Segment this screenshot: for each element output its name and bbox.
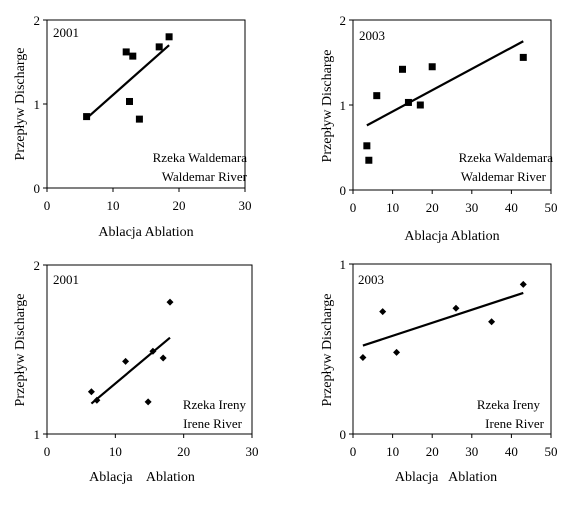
data-point [379,308,387,316]
y-tick-label: 1 [340,257,347,272]
y-tick-label: 0 [340,427,347,442]
x-tick-label: 0 [44,198,51,213]
y-axis-label: Przepływ Discharge [13,294,28,407]
data-point [122,357,130,365]
plot-area-frame [352,19,552,191]
data-point [135,115,143,123]
data-point [452,304,460,312]
y-tick-label: 1 [34,97,41,112]
legend-line-2: Waldemar River [461,169,547,184]
x-tick-label: 0 [350,200,357,215]
data-point [129,52,137,60]
y-tick-label: 0 [34,181,41,196]
data-point [404,98,412,106]
trendline [362,291,524,347]
chart-2: 2003 Rzeka Waldemara Waldemar River Abla… [320,13,558,244]
x-tick-label: 10 [386,200,399,215]
y-axis-label: Przepływ Discharge [13,48,28,161]
data-point [159,354,167,362]
legend-line-2: Irene River [485,416,545,431]
x-axis-label: Ablacja Ablation [89,470,195,485]
year-label: 2001 [53,25,79,40]
x-tick-label: 20 [177,444,190,459]
legend-line-2: Waldemar River [162,169,248,184]
x-tick-label: 30 [246,444,259,459]
trendline [366,40,524,127]
plot-area-frame [46,264,253,435]
legend-line-2: Irene River [183,416,243,431]
x-axis-label: Ablacja Ablation [404,229,499,244]
legend-line-1: Rzeka Waldemara [153,150,248,165]
legend-line-1: Rzeka Ireny [183,397,247,412]
data-point [428,63,436,71]
chart-1: 2001 Rzeka Waldemara Waldemar River Abla… [13,13,252,240]
x-tick-label: 50 [545,444,558,459]
y-axis-label: Przepływ Discharge [320,294,335,407]
data-point [373,92,381,100]
trendline [90,336,171,405]
data-point [365,156,373,164]
legend-line-1: Rzeka Waldemara [459,150,554,165]
y-tick-label: 2 [34,258,41,273]
x-tick-label: 40 [505,200,518,215]
y-axis-label: Przepływ Discharge [320,50,335,163]
data-point [488,318,496,326]
data-point [416,101,424,109]
x-tick-label: 30 [239,198,252,213]
legend-line-1: Rzeka Ireny [477,397,541,412]
x-tick-label: 0 [350,444,357,459]
year-label: 2003 [359,28,385,43]
x-tick-label: 10 [109,444,122,459]
plot-area-frame [46,19,246,189]
data-point [363,142,371,150]
x-tick-label: 50 [545,200,558,215]
data-point [126,97,133,105]
data-point [155,43,163,51]
y-tick-label: 1 [34,427,41,442]
chart-4: 2003 Rzeka Ireny Irene River Ablacja Abl… [320,257,558,485]
y-tick-label: 1 [340,98,347,113]
y-tick-label: 0 [340,183,347,198]
y-tick-label: 2 [340,13,347,28]
trendline [85,44,170,120]
x-axis-label: Ablacja Ablation [395,470,497,485]
data-point [122,48,130,56]
data-point [87,388,95,396]
year-label: 2003 [358,272,384,287]
data-point [519,53,527,61]
year-label: 2001 [53,272,79,287]
x-tick-label: 40 [505,444,518,459]
x-tick-label: 20 [426,200,439,215]
x-tick-label: 30 [465,444,478,459]
data-point [93,396,101,404]
data-point [165,33,173,41]
data-point [359,354,367,361]
data-point [519,280,527,288]
x-tick-label: 30 [465,200,478,215]
data-point [149,347,157,355]
x-axis-label: Ablacja Ablation [98,225,193,240]
x-tick-label: 0 [44,444,51,459]
data-point [144,398,152,406]
x-tick-label: 10 [386,444,399,459]
y-tick-label: 2 [34,13,41,28]
plot-area-frame [352,263,552,435]
x-tick-label: 20 [173,198,186,213]
data-point [166,298,174,306]
x-tick-label: 10 [107,198,120,213]
x-tick-label: 20 [426,444,439,459]
data-point [83,113,91,121]
chart-3: 2001 Rzeka Ireny Irene River Ablacja Abl… [13,258,259,485]
data-point [393,348,401,356]
data-point [399,65,406,73]
